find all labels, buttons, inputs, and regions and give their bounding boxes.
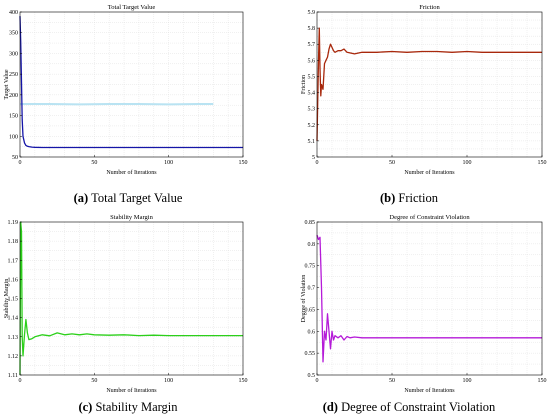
y-tick-label: 300	[9, 51, 18, 57]
x-tick-label: 100	[164, 378, 173, 384]
y-tick-label: 5.5	[308, 74, 316, 80]
x-tick-label: 100	[463, 378, 472, 384]
chart-c-series-line	[19, 221, 243, 376]
caption-d: (d) Degree of Constraint Violation	[323, 400, 496, 414]
y-tick-label: 5.9	[308, 10, 316, 16]
x-tick-label: 150	[239, 160, 248, 166]
chart-c-frame	[19, 221, 244, 376]
y-tick-label: 5.3	[308, 107, 316, 113]
y-tick-label: 1.19	[8, 220, 19, 226]
chart-a-title: Total Target Value	[108, 4, 156, 11]
y-tick-label: 1.11	[8, 373, 18, 379]
y-tick-label: 5.2	[308, 123, 316, 129]
y-tick-label: 200	[9, 93, 18, 99]
chart-c-grid	[20, 222, 243, 375]
y-tick-label: 5.1	[308, 139, 316, 145]
chart-d-frame	[316, 221, 543, 376]
y-tick-label: 0.85	[305, 220, 316, 226]
chart-b-series-line	[316, 27, 542, 141]
chart-a-y-label: Target Value	[4, 69, 10, 100]
y-tick-label: 1.16	[8, 277, 19, 283]
x-tick-label: 150	[538, 160, 547, 166]
caption-a: (a) Total Target Value	[74, 191, 183, 205]
chart-d-grid	[317, 222, 542, 375]
caption-c: (c) Stability Margin	[78, 400, 178, 414]
chart-b-y-label: Friction	[301, 75, 307, 94]
chart-b-title: Friction	[419, 4, 440, 11]
y-tick-label: 0.6	[308, 329, 316, 335]
chart-c-x-label: Number of Iterations	[106, 387, 157, 394]
y-tick-label: 0.75	[305, 264, 316, 270]
chart-b-x-label: Number of Iterations	[404, 169, 455, 176]
y-tick-label: 1.15	[8, 297, 19, 303]
caption-b: (b) Friction	[380, 191, 439, 205]
y-tick-label: 0.55	[305, 351, 316, 357]
x-tick-label: 0	[316, 378, 319, 384]
x-tick-label: 0	[19, 160, 22, 166]
y-tick-label: 100	[9, 134, 18, 140]
chart-d-x-label: Number of Iterations	[404, 387, 455, 394]
chart-a-series-line	[19, 16, 243, 149]
x-tick-label: 150	[239, 378, 248, 384]
y-tick-label: 0.5	[308, 373, 316, 379]
y-tick-label: 5	[312, 155, 315, 161]
y-tick-label: 400	[9, 10, 18, 16]
chart-d-y-label: Degree of Violation	[300, 275, 307, 323]
chart-b: 0 50 100 150 5 5.1 5.2 5.3 5.4 5.5 5.6 5.7 5.8 5.9 Fri…	[301, 4, 547, 176]
chart-d-title: Degree of Constraint Violation	[389, 214, 470, 221]
x-tick-label: 100	[463, 160, 472, 166]
y-tick-label: 5.4	[308, 91, 316, 97]
y-tick-label: 5.8	[308, 26, 316, 32]
chart-a-frame	[19, 11, 244, 158]
chart-c-y-label: Stability Margin	[4, 279, 10, 318]
y-tick-label: 1.17	[8, 258, 19, 264]
chart-d: 0 50 100 150 0.5 0.55 0.6 0.65 0.7 0.75 0.8 0.85 Deg…	[300, 214, 547, 394]
y-tick-label: 5.7	[308, 42, 316, 48]
chart-c: 0 50 100 150 1.11 1.12 1.13 1.14 1.15 1.16 1.17 1.1…	[4, 214, 248, 394]
x-tick-label: 0	[316, 160, 319, 166]
x-tick-label: 100	[164, 160, 173, 166]
y-tick-label: 5.6	[308, 58, 316, 64]
x-tick-label: 50	[91, 378, 97, 384]
x-tick-label: 50	[389, 378, 395, 384]
y-tick-label: 0.65	[305, 307, 316, 313]
x-tick-label: 50	[91, 160, 97, 166]
y-tick-label: 1.13	[8, 335, 19, 341]
y-tick-label: 0.7	[308, 286, 316, 292]
chart-b-frame	[316, 11, 543, 158]
chart-c-title: Stability Margin	[110, 214, 153, 221]
x-tick-label: 0	[19, 378, 22, 384]
y-tick-label: 350	[9, 31, 18, 37]
chart-a-x-label: Number of Iterations	[106, 169, 157, 176]
y-tick-label: 1.14	[8, 316, 19, 322]
y-tick-label: 0.8	[308, 242, 316, 248]
y-tick-label: 150	[9, 114, 18, 120]
x-tick-label: 150	[538, 378, 547, 384]
chart-a-grid	[20, 12, 243, 157]
x-tick-label: 50	[389, 160, 395, 166]
y-tick-label: 50	[12, 155, 18, 161]
y-tick-label: 1.12	[8, 354, 19, 360]
y-tick-label: 250	[9, 72, 18, 78]
chart-b-grid	[317, 12, 542, 157]
chart-d-series-line	[316, 234, 542, 363]
y-tick-label: 1.18	[8, 239, 19, 245]
